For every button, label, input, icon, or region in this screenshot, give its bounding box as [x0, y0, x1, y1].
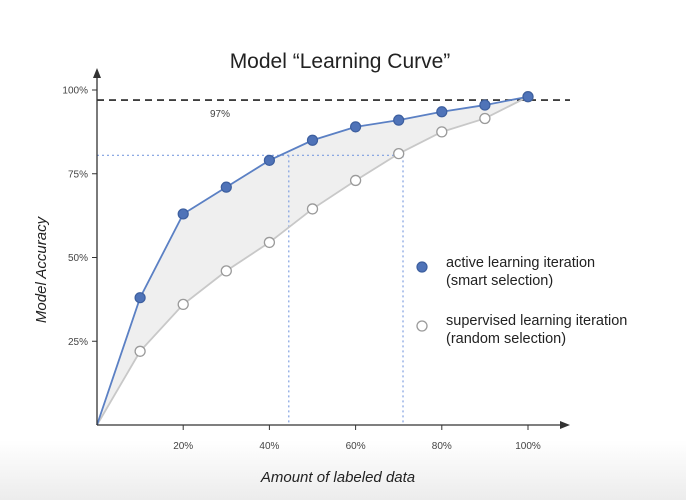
- random-selection-point: [479, 112, 491, 125]
- chart-title: Model “Learning Curve”: [230, 50, 451, 73]
- random-selection-point: [177, 298, 189, 311]
- x-axis-label: Amount of labeled data: [260, 469, 415, 486]
- random-selection-point: [263, 236, 276, 249]
- active-learning-point: [479, 99, 491, 111]
- x-axis-arrow: [560, 421, 570, 429]
- active-learning-point: [177, 208, 189, 220]
- y-tick-label: 50%: [68, 253, 88, 264]
- x-tick-label: 40%: [259, 441, 279, 452]
- bottom-gradient-band: [0, 440, 686, 500]
- x-tick-label: 60%: [346, 441, 366, 452]
- active-learning-point: [220, 181, 232, 193]
- random-selection-point: [349, 174, 362, 187]
- legend-random-label: supervised learning iteration: [446, 313, 627, 329]
- y-tick-label: 25%: [68, 337, 88, 348]
- legend-random-label: (random selection): [446, 331, 566, 347]
- random-selection-point: [393, 147, 405, 160]
- legend-active-label: active learning iteration: [446, 255, 595, 271]
- active-learning-point: [263, 154, 275, 166]
- active-learning-point: [436, 106, 448, 118]
- legend-active-marker: [416, 261, 428, 273]
- y-axis-arrow: [93, 68, 101, 78]
- x-tick-label: 100%: [515, 441, 541, 452]
- active-learning-point: [134, 292, 146, 304]
- random-selection-point: [436, 126, 448, 138]
- y-tick-label: 75%: [68, 169, 88, 180]
- active-learning-point: [393, 114, 405, 126]
- y-axis-label: Model Accuracy: [33, 215, 50, 323]
- x-tick-label: 20%: [173, 441, 193, 452]
- random-selection-point: [220, 265, 232, 277]
- active-learning-point: [522, 91, 534, 103]
- legend-random-marker: [416, 320, 428, 332]
- active-learning-point: [306, 134, 319, 146]
- reference-line-label: 97%: [210, 109, 230, 120]
- x-tick-label: 80%: [432, 441, 452, 452]
- random-selection-point: [134, 345, 146, 357]
- legend-active-label: (smart selection): [446, 273, 553, 289]
- random-selection-point: [306, 203, 319, 215]
- y-tick-label: 100%: [62, 86, 88, 97]
- shaded-gap-area: [97, 96, 528, 425]
- active-learning-point: [350, 121, 362, 133]
